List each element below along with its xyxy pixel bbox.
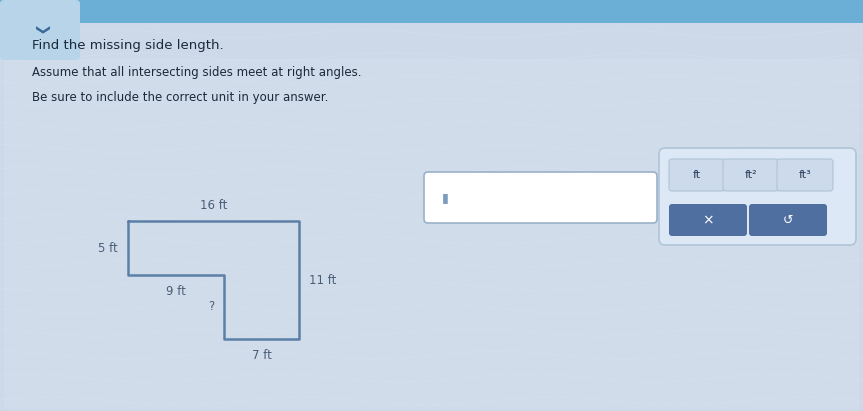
Text: ft: ft — [693, 170, 701, 180]
FancyBboxPatch shape — [0, 0, 80, 60]
Text: 5 ft: 5 ft — [98, 242, 118, 254]
FancyBboxPatch shape — [669, 204, 747, 236]
FancyBboxPatch shape — [669, 159, 725, 191]
Text: ?: ? — [208, 300, 214, 314]
Text: 9 ft: 9 ft — [167, 285, 186, 298]
Text: ft²: ft² — [745, 170, 758, 180]
Text: 16 ft: 16 ft — [200, 199, 227, 212]
Text: 11 ft: 11 ft — [309, 274, 337, 286]
FancyBboxPatch shape — [749, 204, 827, 236]
FancyBboxPatch shape — [424, 172, 657, 223]
Text: ▮: ▮ — [442, 191, 449, 204]
Text: ↺: ↺ — [783, 213, 793, 226]
Text: Be sure to include the correct unit in your answer.: Be sure to include the correct unit in y… — [32, 91, 329, 104]
FancyBboxPatch shape — [4, 59, 859, 409]
Text: Assume that all intersecting sides meet at right angles.: Assume that all intersecting sides meet … — [32, 66, 362, 79]
FancyBboxPatch shape — [659, 148, 856, 245]
Bar — [0, 0, 863, 23]
Text: ft³: ft³ — [798, 170, 811, 180]
Text: 7 ft: 7 ft — [252, 349, 272, 362]
FancyBboxPatch shape — [777, 159, 833, 191]
Text: ❯: ❯ — [33, 25, 47, 37]
FancyBboxPatch shape — [723, 159, 779, 191]
Text: Find the missing side length.: Find the missing side length. — [32, 39, 224, 52]
Text: ×: × — [702, 213, 714, 227]
